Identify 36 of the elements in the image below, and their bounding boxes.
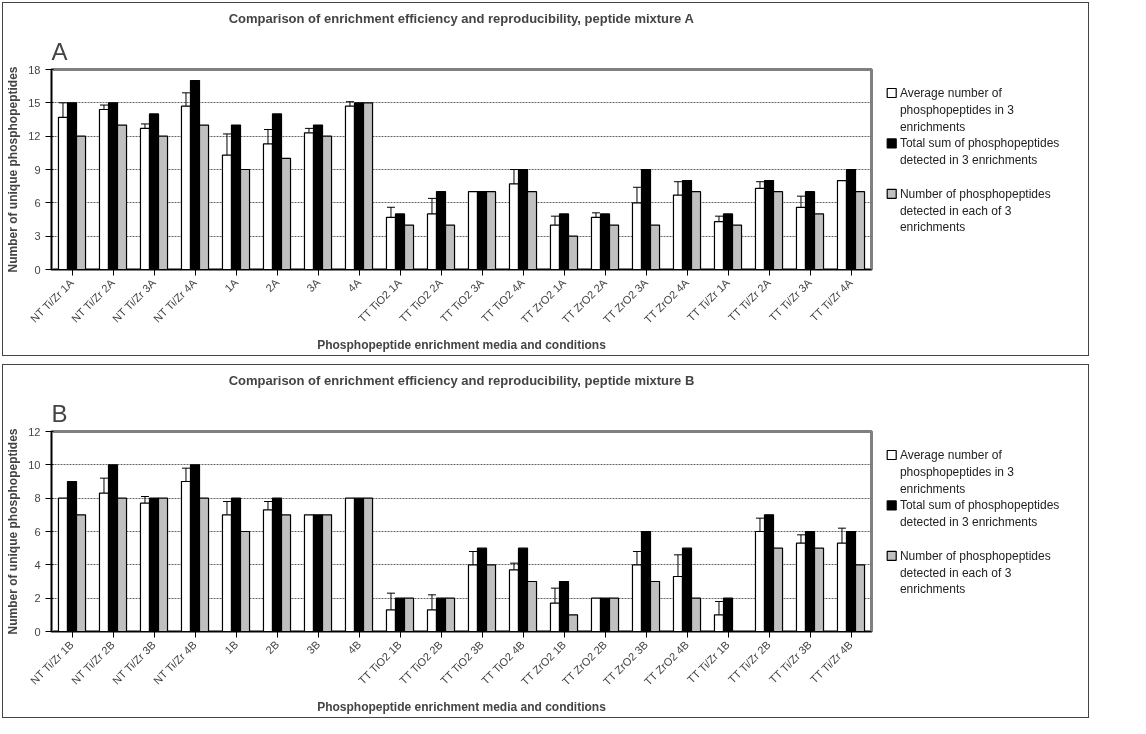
legend-label: Average number of phosphopeptides in 3 enrichments bbox=[899, 448, 1015, 496]
y-tick-label: 9 bbox=[34, 163, 41, 176]
y-axis-title: Number of unique phosphopeptides bbox=[6, 66, 21, 273]
y-tick-label: 0 bbox=[34, 625, 41, 638]
x-tick-label: 4A bbox=[345, 275, 364, 295]
chart-title: Comparison of enrichment efficiency and reproducibility, peptide mixture B bbox=[228, 372, 695, 388]
legend-label: Number of phosphopeptides detected in each of 3 enrichments bbox=[899, 186, 1051, 235]
y-tick-label: 4 bbox=[34, 558, 41, 571]
x-tick-label: 1A bbox=[222, 275, 241, 295]
x-tick-label: 2A bbox=[263, 275, 282, 295]
y-tick-label: 12 bbox=[28, 425, 41, 438]
legend-label: Average number of phosphopeptides in 3 enrichments bbox=[899, 86, 1015, 134]
y-tick-label: 0 bbox=[34, 263, 41, 276]
x-tick-label: 3B bbox=[304, 638, 323, 657]
text: B bbox=[51, 399, 68, 427]
x-tick-label: 2B bbox=[263, 638, 282, 657]
y-tick-label: 12 bbox=[28, 130, 41, 143]
legend-label: Total sum of phosphopeptides detected in 3 enrichments bbox=[899, 498, 1060, 530]
text: A bbox=[51, 37, 68, 65]
y-tick-label: 6 bbox=[34, 196, 41, 209]
y-tick-label: 2 bbox=[34, 592, 41, 605]
x-tick-label: 4B bbox=[345, 638, 364, 657]
y-axis-title: Number of unique phosphopeptides bbox=[6, 428, 21, 635]
y-tick-label: 3 bbox=[34, 230, 41, 243]
y-tick-label: 18 bbox=[28, 63, 41, 76]
x-tick-label: 3A bbox=[304, 275, 323, 295]
y-tick-label: 8 bbox=[34, 492, 41, 505]
y-tick-label: 6 bbox=[34, 525, 41, 538]
chart-title: Comparison of enrichment efficiency and reproducibility, peptide mixture A bbox=[228, 10, 695, 26]
x-axis-title: Phosphopeptide enrichment media and conditions bbox=[317, 338, 607, 353]
x-tick-label: 1B bbox=[222, 638, 241, 657]
x-axis-title: Phosphopeptide enrichment media and conditions bbox=[317, 700, 607, 715]
legend-label: Number of phosphopeptides detected in each of 3 enrichments bbox=[899, 548, 1051, 597]
legend-label: Total sum of phosphopeptides detected in 3 enrichments bbox=[899, 136, 1060, 168]
y-tick-label: 10 bbox=[28, 458, 41, 471]
y-tick-label: 15 bbox=[28, 96, 41, 109]
